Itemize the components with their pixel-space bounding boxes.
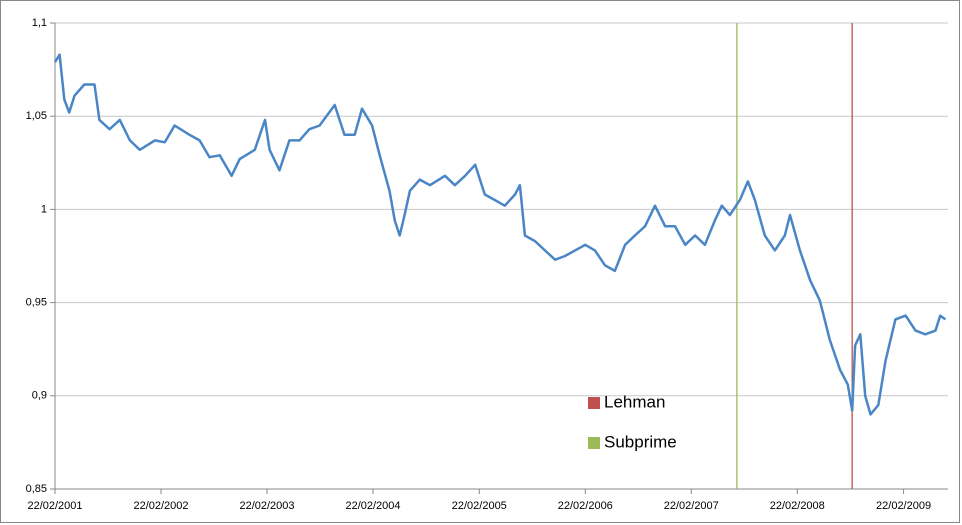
x-tick-label: 22/02/2009 <box>876 500 931 512</box>
y-tick-label: 1,05 <box>26 110 47 122</box>
legend-swatch <box>588 437 600 449</box>
x-tick-label: 22/02/2008 <box>770 500 825 512</box>
legend-label: Lehman <box>604 392 665 411</box>
x-tick-label: 22/02/2003 <box>239 500 294 512</box>
y-tick-label: 1 <box>41 203 47 215</box>
x-tick-label: 22/02/2001 <box>27 500 82 512</box>
x-tick-label: 22/02/2004 <box>345 500 400 512</box>
x-tick-label: 22/02/2002 <box>133 500 188 512</box>
x-tick-label: 22/02/2007 <box>664 500 719 512</box>
data-line <box>53 53 947 416</box>
legend-swatch <box>588 397 600 409</box>
x-tick-label: 22/02/2005 <box>452 500 507 512</box>
y-tick-label: 0,9 <box>32 390 47 402</box>
y-tick-label: 1,1 <box>32 17 47 29</box>
x-tick-label: 22/02/2006 <box>558 500 613 512</box>
y-tick-label: 0,85 <box>26 483 47 495</box>
legend-label: Subprime <box>604 432 677 451</box>
y-tick-label: 0,95 <box>26 297 47 309</box>
